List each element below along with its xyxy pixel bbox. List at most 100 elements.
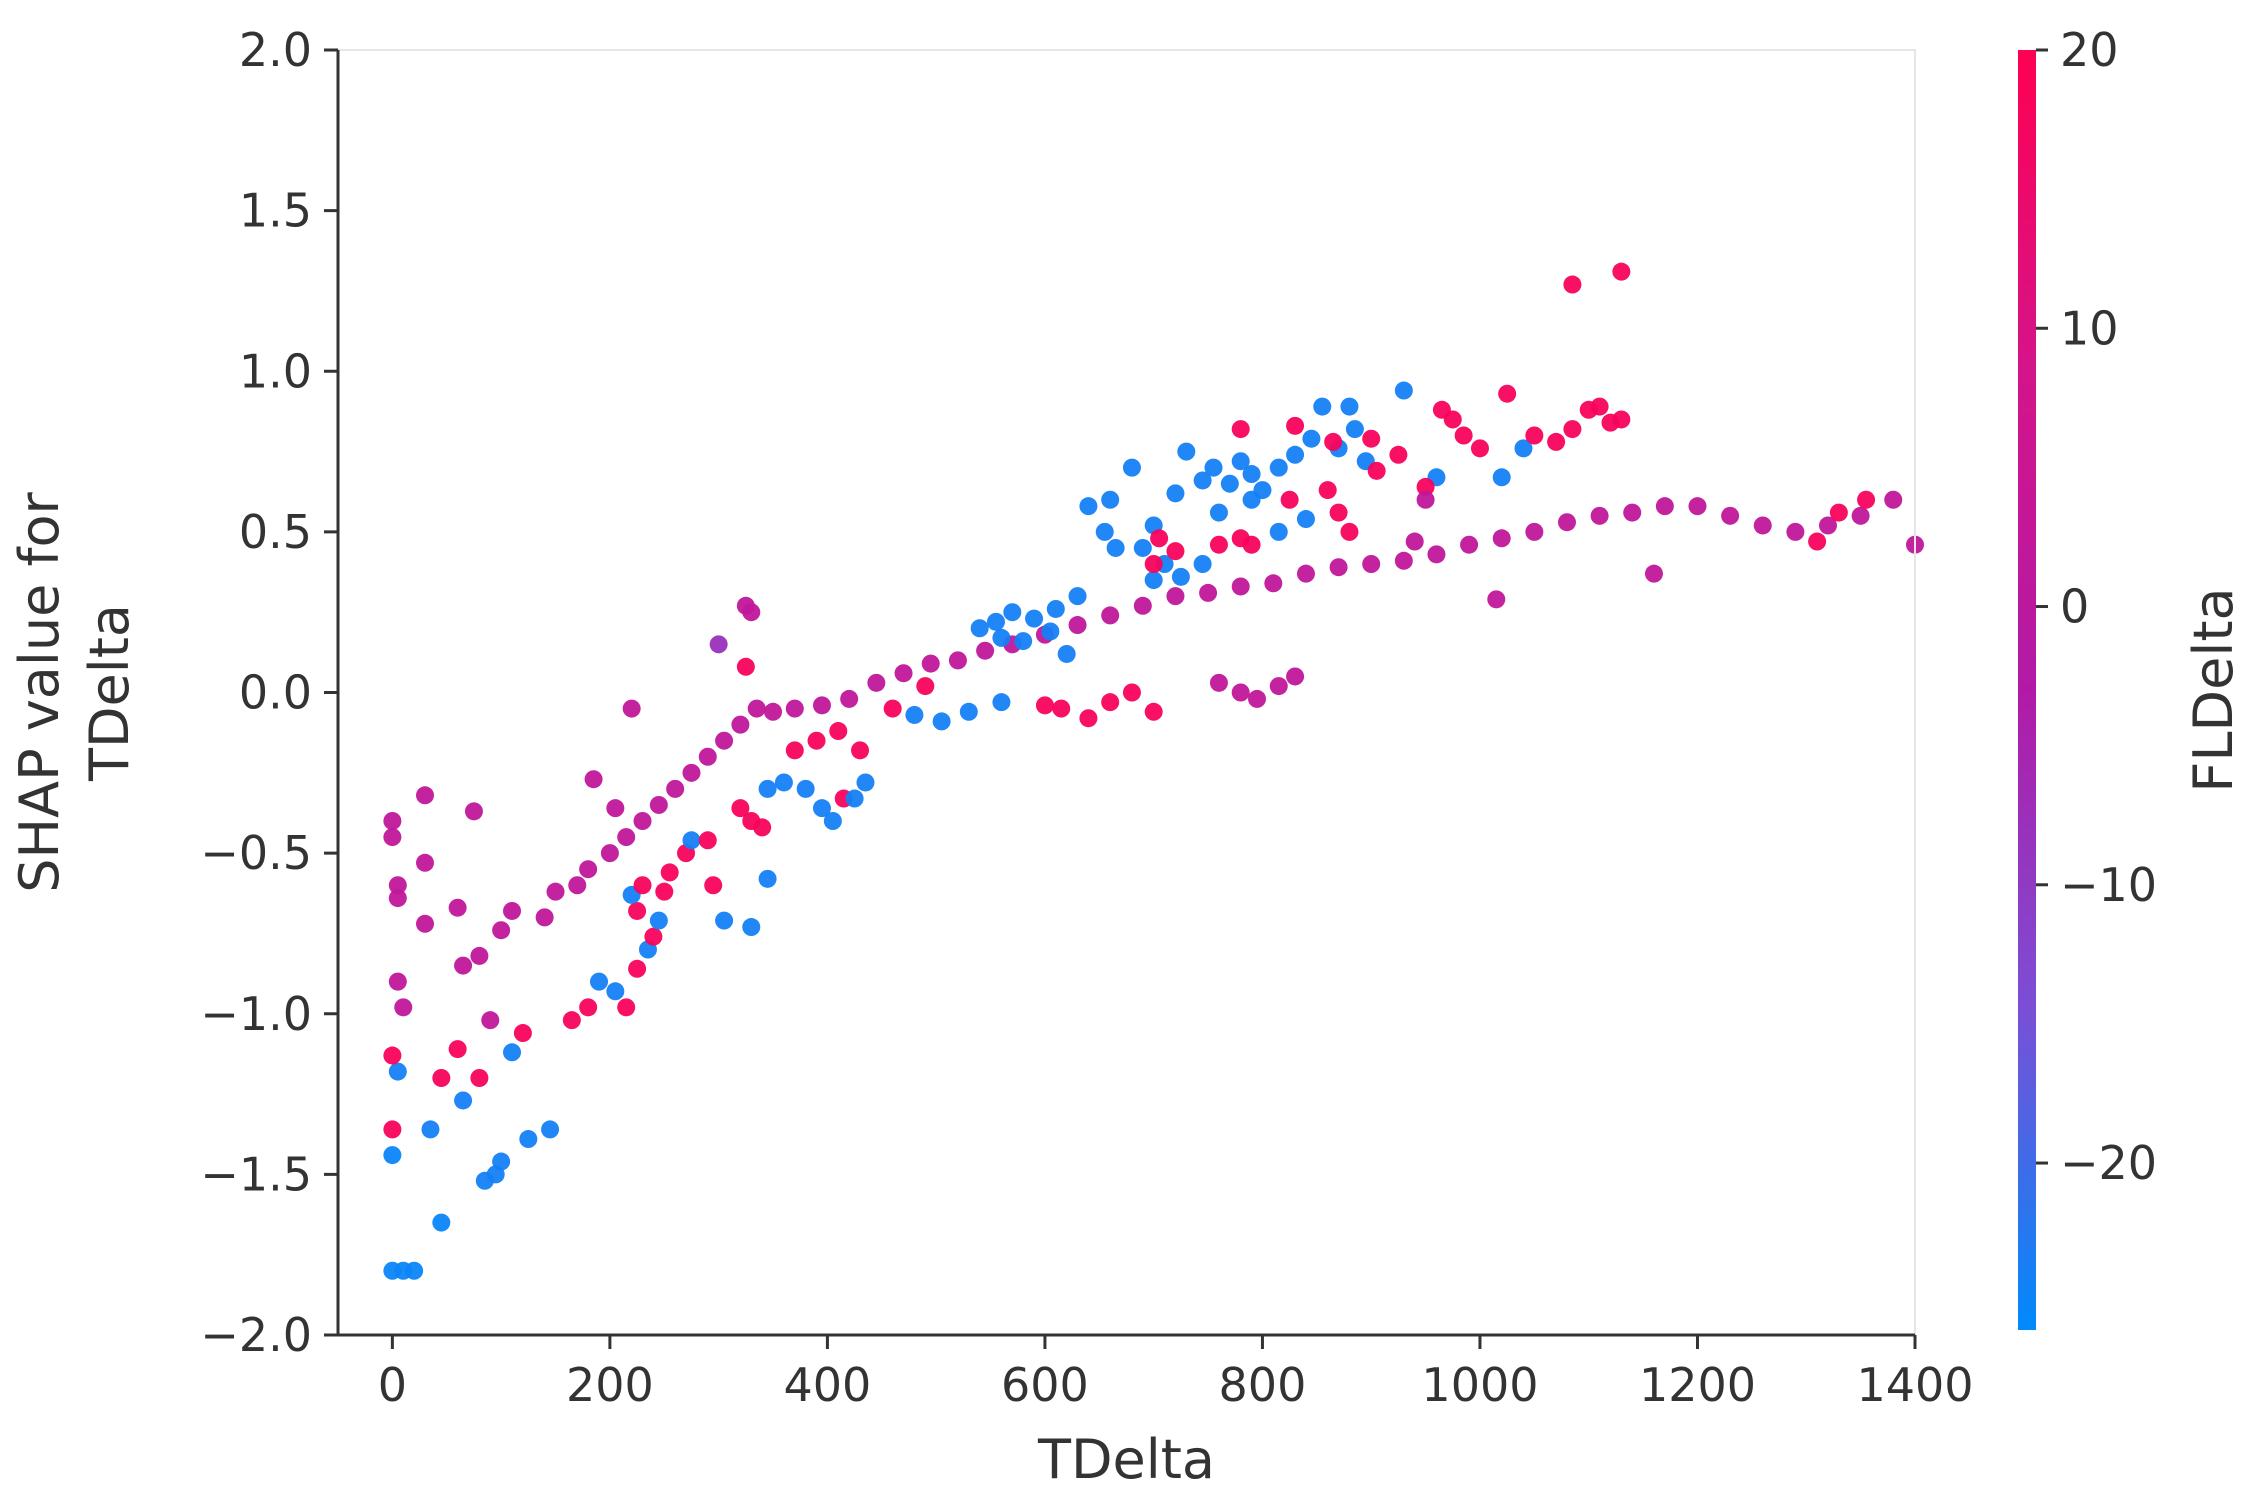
colorbar-tick-label: −10 <box>2060 858 2157 912</box>
scatter-point <box>736 657 755 676</box>
scatter-point <box>764 702 783 721</box>
scatter-point <box>1204 458 1223 477</box>
scatter-point <box>682 831 701 850</box>
scatter-point <box>970 619 989 638</box>
scatter-point <box>628 901 647 920</box>
y-tick-label: −1.5 <box>200 1147 312 1201</box>
scatter-point <box>1106 538 1125 557</box>
scatter-point <box>959 702 978 721</box>
scatter-point <box>388 889 407 908</box>
colorbar-ticks: 20 10 0 −10 −20 <box>2036 23 2157 1190</box>
y-axis-label-line2: TDelta <box>78 604 141 782</box>
scatter-point <box>986 612 1005 631</box>
scatter-point <box>785 699 804 718</box>
scatter-point <box>454 956 473 975</box>
scatter-point <box>1443 410 1462 429</box>
scatter-point <box>1857 490 1876 509</box>
scatter-point <box>394 998 413 1017</box>
scatter-point <box>535 908 554 927</box>
scatter-point <box>1884 490 1903 509</box>
scatter-point <box>1525 426 1544 445</box>
scatter-point <box>1171 567 1190 586</box>
scatter-point <box>1209 535 1228 554</box>
scatter-point <box>633 876 652 895</box>
scatter-point <box>432 1069 451 1087</box>
scatter-point <box>1068 587 1087 606</box>
scatter-point <box>905 705 924 724</box>
scatter-point <box>1209 673 1228 692</box>
x-tick-label: 1200 <box>1639 1358 1756 1412</box>
scatter-point <box>633 812 652 830</box>
scatter-point <box>388 972 407 991</box>
scatter-point <box>1557 513 1576 532</box>
scatter-point <box>666 779 685 798</box>
scatter-point <box>1101 490 1120 509</box>
scatter-point <box>1547 432 1566 451</box>
colorbar-tick-label: 10 <box>2060 301 2119 355</box>
scatter-point <box>753 818 772 837</box>
scatter-point <box>470 946 489 965</box>
y-tick-label: 1.0 <box>239 344 312 398</box>
scatter-point <box>1166 587 1185 606</box>
scatter-point <box>840 689 859 708</box>
scatter-point <box>698 747 717 766</box>
scatter-point <box>1144 702 1163 721</box>
scatter-point <box>742 603 761 622</box>
x-tick-label: 1000 <box>1421 1358 1538 1412</box>
scatter-point <box>829 722 848 741</box>
scatter-point <box>1264 574 1283 593</box>
scatter-point <box>1079 497 1098 516</box>
y-axis-ticks: 2.0 1.5 1.0 0.5 0.0 −0.5 −1.0 −1.5 −2.0 <box>200 23 338 1362</box>
scatter-point <box>812 799 831 818</box>
scatter-point <box>617 998 636 1017</box>
scatter-point <box>682 763 701 782</box>
scatter-point <box>1612 410 1631 429</box>
colorbar-tick-label: 20 <box>2060 23 2119 77</box>
scatter-point <box>1242 535 1261 554</box>
scatter-point <box>1079 709 1098 728</box>
x-tick-label: 800 <box>1219 1358 1307 1412</box>
scatter-point <box>1394 381 1413 400</box>
scatter-point <box>867 673 886 692</box>
scatter-point <box>1416 477 1435 496</box>
scatter-point <box>731 799 750 818</box>
scatter-point <box>388 1062 407 1081</box>
scatter-point <box>1280 490 1299 509</box>
scatter-point <box>649 911 668 930</box>
scatter-point <box>1133 538 1152 557</box>
scatter-point <box>856 773 875 792</box>
scatter-point <box>1302 429 1321 448</box>
scatter-point <box>1514 439 1533 458</box>
scatter-point <box>1003 603 1022 622</box>
scatter-point <box>1590 506 1609 525</box>
scatter-point <box>704 876 723 895</box>
scatter-point <box>1144 555 1163 573</box>
scatter-point <box>1829 503 1848 522</box>
scatter-point <box>617 828 636 847</box>
scatter-point <box>1340 522 1359 541</box>
scatter-point <box>470 1069 489 1087</box>
scatter-point <box>1525 522 1544 541</box>
scatter-point <box>1052 699 1071 718</box>
scatter-point <box>1041 622 1060 641</box>
scatter-point <box>1133 596 1152 615</box>
scatter-point <box>1209 503 1228 522</box>
scatter-point <box>932 712 951 731</box>
y-tick-label: 2.0 <box>239 23 312 77</box>
scatter-point <box>1231 420 1250 439</box>
x-tick-label: 200 <box>566 1358 654 1412</box>
scatter-point <box>758 779 777 798</box>
scatter-point <box>1454 426 1473 445</box>
scatter-point <box>1818 516 1837 535</box>
scatter-point <box>1688 497 1707 516</box>
scatter-point <box>1389 445 1408 464</box>
scatter-point <box>546 882 565 901</box>
scatter-point <box>1025 609 1044 628</box>
scatter-point <box>421 1120 440 1139</box>
scatter-point <box>1095 522 1114 541</box>
scatter-point <box>845 789 864 808</box>
scatter-point <box>405 1261 424 1280</box>
scatter-point <box>600 844 619 863</box>
scatter-point <box>579 998 598 1017</box>
